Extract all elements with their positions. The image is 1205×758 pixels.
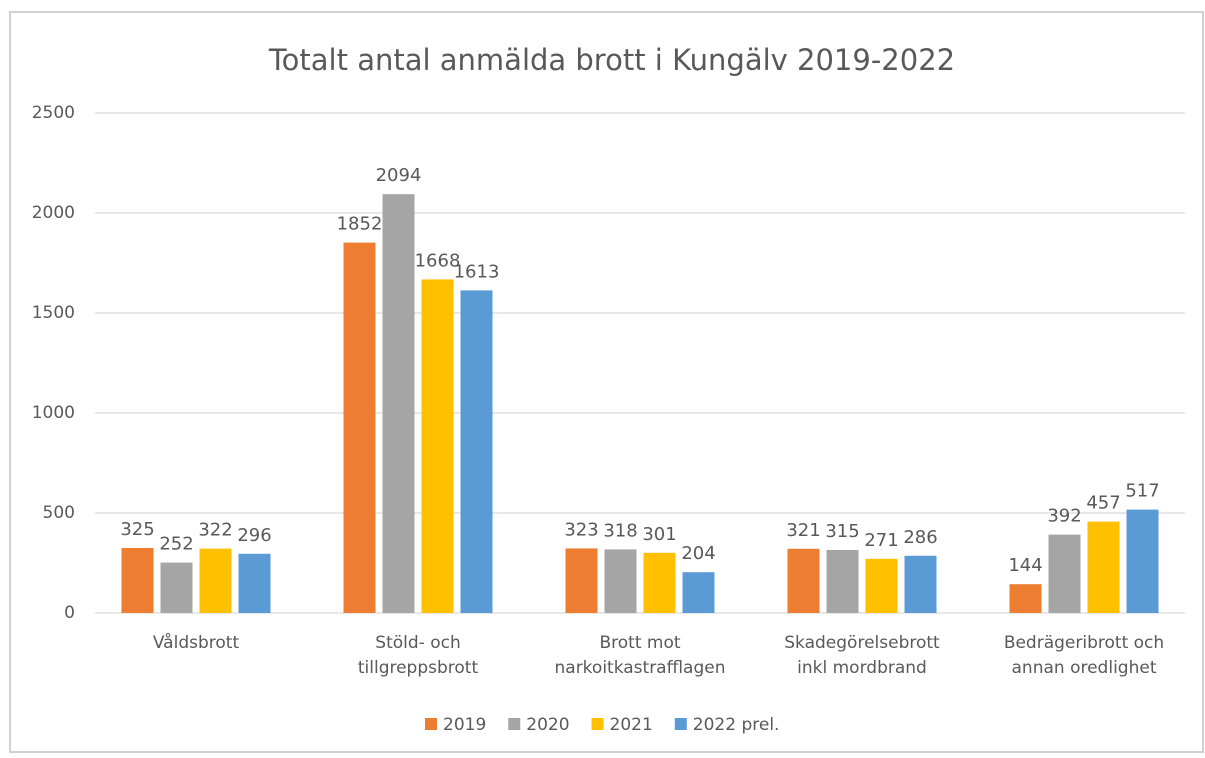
legend-label: 2021: [610, 715, 653, 735]
x-tick-label: Våldsbrott: [153, 632, 240, 653]
y-tick-label: 500: [43, 503, 75, 523]
data-label: 271: [864, 530, 898, 551]
bar: [121, 548, 154, 613]
legend-swatch: [674, 718, 687, 730]
bar: [565, 548, 598, 613]
data-label: 392: [1047, 506, 1081, 527]
legend-label: 2022 prel.: [693, 715, 780, 735]
data-label: 286: [903, 527, 937, 548]
x-tick-label-line: Brott mot: [599, 633, 680, 653]
bar: [826, 550, 859, 613]
data-label: 323: [564, 519, 598, 540]
data-label: 301: [642, 524, 676, 545]
data-label: 144: [1008, 555, 1042, 576]
x-tick-label-line: Bedrägeribrott och: [1004, 633, 1164, 653]
x-tick-label: Bedrägeribrott och annan oredlighet: [1004, 633, 1164, 678]
legend-label: 2019: [443, 715, 486, 735]
data-label: 315: [825, 521, 859, 542]
data-label: 517: [1125, 481, 1159, 502]
bar: [865, 558, 898, 613]
bar: [682, 572, 715, 613]
bar: [787, 548, 820, 613]
bar: [343, 242, 376, 613]
x-tick-label-line: tillgreppsbrott: [358, 658, 479, 678]
y-tick-label: 2000: [32, 203, 75, 223]
bar: [604, 549, 637, 613]
bar: [1048, 534, 1081, 613]
x-tick-label-line: Våldsbrott: [153, 632, 240, 653]
data-label: 1613: [454, 261, 500, 282]
legend-swatch: [508, 718, 521, 730]
x-tick-label-line: Stöld- och: [375, 633, 460, 653]
chart-border: [9, 11, 1204, 753]
data-label: 457: [1086, 493, 1120, 514]
bar: [238, 553, 271, 613]
legend-swatch: [591, 718, 604, 730]
data-label: 1668: [415, 250, 461, 271]
data-label: 325: [120, 519, 154, 540]
bar: [160, 562, 193, 613]
legend-label: 2020: [526, 715, 569, 735]
y-tick-label: 0: [64, 603, 75, 623]
bar: [643, 552, 676, 613]
x-tick-label: Brott mot narkoitkastrafflagen: [555, 633, 726, 678]
bar: [382, 194, 415, 613]
x-tick-label: Skadegörelsebrott inkl mordbrand: [784, 633, 940, 678]
y-tick-label: 1000: [32, 403, 75, 423]
bar: [421, 279, 454, 613]
y-tick-label: 2500: [32, 103, 75, 123]
x-tick-label-line: narkoitkastrafflagen: [555, 658, 726, 678]
data-label: 318: [603, 520, 637, 541]
x-tick-label-line: annan oredlighet: [1012, 658, 1157, 678]
x-tick-label-line: Skadegörelsebrott: [784, 633, 940, 653]
data-label: 252: [159, 534, 193, 555]
bar: [904, 555, 937, 613]
data-label: 322: [198, 520, 232, 541]
chart-title: Totalt antal anmälda brott i Kungälv 201…: [268, 43, 955, 77]
bar: [1126, 509, 1159, 613]
data-label: 2094: [376, 165, 422, 186]
bar: [199, 548, 232, 613]
legend-swatch: [425, 718, 437, 730]
bar: [1087, 521, 1120, 613]
data-label: 296: [237, 525, 271, 546]
data-label: 204: [681, 543, 715, 564]
x-tick-label: Stöld- och tillgreppsbrott: [358, 633, 479, 678]
y-tick-label: 1500: [32, 303, 75, 323]
x-tick-label-line: inkl mordbrand: [797, 658, 927, 678]
bar: [1009, 584, 1042, 613]
data-label: 1852: [337, 214, 383, 235]
data-label: 321: [786, 520, 820, 541]
bar: [460, 290, 493, 613]
